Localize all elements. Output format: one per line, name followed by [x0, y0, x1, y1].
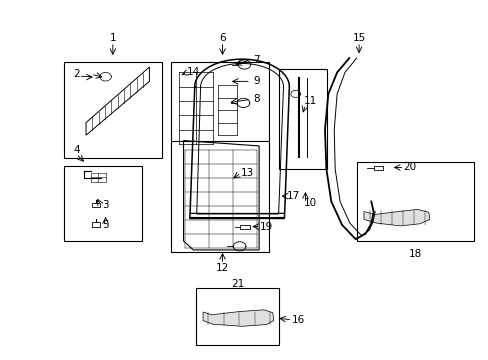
- Text: 5: 5: [102, 220, 109, 230]
- Text: 20: 20: [403, 162, 416, 172]
- Text: 11: 11: [303, 96, 316, 106]
- Bar: [171, 140, 268, 252]
- Text: 3: 3: [102, 200, 109, 210]
- Bar: [373, 166, 383, 170]
- Bar: [64, 166, 142, 241]
- Bar: [64, 62, 161, 158]
- Text: 15: 15: [352, 33, 365, 43]
- Bar: [195, 288, 278, 345]
- Text: 1: 1: [109, 33, 116, 43]
- Polygon shape: [363, 210, 429, 226]
- Text: 2: 2: [73, 69, 80, 79]
- Text: 16: 16: [291, 315, 304, 325]
- Text: 8: 8: [253, 94, 260, 104]
- Polygon shape: [203, 310, 273, 326]
- Bar: [92, 203, 100, 207]
- Text: 7: 7: [253, 55, 260, 65]
- Bar: [239, 225, 250, 229]
- Text: 6: 6: [219, 33, 225, 43]
- Bar: [356, 162, 473, 241]
- Text: 14: 14: [186, 67, 200, 77]
- Text: 9: 9: [253, 76, 260, 86]
- Text: 10: 10: [303, 198, 316, 208]
- Bar: [171, 62, 268, 158]
- Text: 18: 18: [407, 248, 421, 258]
- Text: 4: 4: [73, 144, 80, 154]
- Text: 21: 21: [231, 279, 244, 289]
- Text: 19: 19: [259, 222, 272, 231]
- Bar: [92, 222, 100, 226]
- Text: 17: 17: [286, 191, 299, 201]
- Text: 13: 13: [240, 168, 253, 178]
- Text: 12: 12: [216, 263, 229, 273]
- Bar: [278, 69, 327, 169]
